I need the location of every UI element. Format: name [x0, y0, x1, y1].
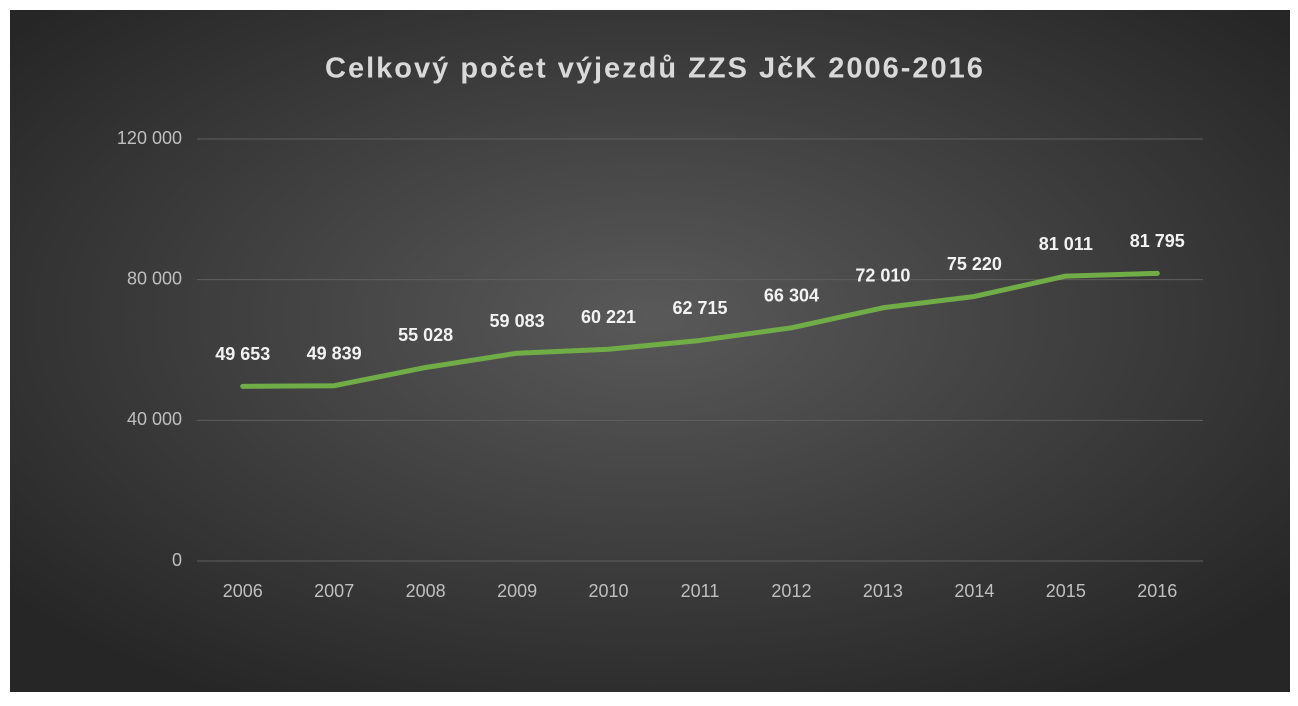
x-tick-label: 2006: [223, 581, 263, 601]
data-label: 55 028: [398, 325, 453, 345]
x-tick-label: 2012: [771, 581, 811, 601]
data-line: [240, 270, 1160, 389]
y-tick-label: 80 000: [127, 268, 182, 288]
x-tick-label: 2016: [1137, 581, 1177, 601]
x-tick-label: 2013: [863, 581, 903, 601]
x-tick-label: 2011: [681, 581, 720, 601]
data-label: 66 304: [764, 286, 819, 306]
data-label: 60 221: [581, 307, 636, 327]
chart-background: [10, 10, 1290, 692]
x-tick-label: 2010: [589, 581, 629, 601]
x-tick-label: 2015: [1046, 581, 1086, 601]
x-tick-label: 2007: [314, 581, 354, 601]
data-label: 59 083: [490, 311, 545, 331]
data-label: 81 795: [1130, 231, 1185, 251]
data-label: 49 653: [215, 344, 270, 364]
x-tick-label: 2014: [954, 581, 994, 601]
y-tick-label: 120 000: [117, 128, 182, 148]
data-label: 62 715: [672, 298, 727, 318]
data-label: 81 011: [1039, 234, 1093, 254]
data-label: 49 839: [307, 343, 362, 363]
x-tick-label: 2009: [497, 581, 537, 601]
x-tick-label: 2008: [406, 581, 446, 601]
chart-title: Celkový počet výjezdů ZZS JčK 2006-2016: [325, 53, 985, 85]
y-tick-label: 40 000: [127, 409, 182, 429]
data-label: 75 220: [947, 254, 1002, 274]
y-tick-label: 0: [172, 550, 182, 570]
data-label: 72 010: [855, 266, 910, 286]
